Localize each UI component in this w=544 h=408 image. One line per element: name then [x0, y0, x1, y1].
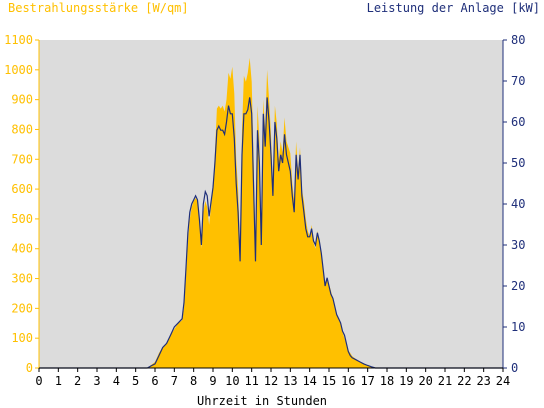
right-tick-label: 50 — [511, 156, 525, 170]
x-tick-label: 23 — [476, 374, 490, 388]
left-axis: 0 100 200 300 400 500 600 700 800 900 1000 1100 — [4, 33, 40, 375]
right-tick-label: 70 — [511, 74, 525, 88]
x-tick-label: 11 — [244, 374, 258, 388]
right-tick-label: 10 — [511, 320, 525, 334]
right-tick-label: 30 — [511, 238, 525, 252]
left-tick-label: 0 — [26, 361, 33, 375]
left-tick-label: 100 — [11, 331, 33, 345]
right-axis-title: Leistung der Anlage [kW] — [367, 1, 540, 15]
x-tick-label: 20 — [418, 374, 432, 388]
x-tick-label: 18 — [380, 374, 394, 388]
x-tick-label: 17 — [360, 374, 374, 388]
series-layer — [39, 57, 503, 369]
left-tick-label: 1100 — [4, 33, 33, 47]
left-axis-title: Bestrahlungsstärke [W/qm] — [8, 1, 189, 15]
x-tick-label: 5 — [132, 374, 139, 388]
x-tick-label: 0 — [35, 374, 42, 388]
x-tick-label: 21 — [438, 374, 452, 388]
x-tick-label: 24 — [496, 374, 510, 388]
power-line — [39, 97, 503, 369]
left-tick-label: 200 — [11, 301, 33, 315]
left-tick-label: 700 — [11, 152, 33, 166]
left-tick-label: 400 — [11, 242, 33, 256]
left-tick-label: 800 — [11, 122, 33, 136]
x-tick-label: 22 — [457, 374, 471, 388]
x-tick-label: 8 — [190, 374, 197, 388]
right-tick-label: 80 — [511, 33, 525, 47]
x-tick-label: 15 — [322, 374, 336, 388]
irradiance-area — [39, 57, 503, 369]
x-axis-title: Uhrzeit in Stunden — [197, 394, 327, 408]
x-tick-label: 3 — [93, 374, 100, 388]
right-tick-label: 60 — [511, 115, 525, 129]
x-axis: 0 1 2 3 4 5 6 7 8 9 10 11 12 13 14 15 16 17 18 19 20 21 22 23 24 — [35, 367, 510, 388]
x-tick-label: 19 — [399, 374, 413, 388]
left-tick-label: 900 — [11, 93, 33, 107]
x-tick-label: 13 — [283, 374, 297, 388]
right-tick-label: 0 — [511, 361, 518, 375]
x-tick-label: 6 — [151, 374, 158, 388]
x-tick-label: 16 — [341, 374, 355, 388]
left-tick-label: 600 — [11, 182, 33, 196]
x-tick-label: 4 — [113, 374, 120, 388]
x-tick-label: 14 — [302, 374, 316, 388]
left-tick-label: 1000 — [4, 63, 33, 77]
left-tick-label: 500 — [11, 212, 33, 226]
right-axis: 0 10 20 30 40 50 60 70 80 — [502, 33, 525, 375]
right-tick-label: 20 — [511, 279, 525, 293]
x-tick-label: 12 — [264, 374, 278, 388]
x-tick-label: 1 — [55, 374, 62, 388]
x-tick-label: 2 — [74, 374, 81, 388]
right-tick-label: 40 — [511, 197, 525, 211]
left-tick-label: 300 — [11, 272, 33, 286]
x-tick-label: 7 — [171, 374, 178, 388]
x-tick-label: 10 — [225, 374, 239, 388]
x-tick-label: 9 — [209, 374, 216, 388]
